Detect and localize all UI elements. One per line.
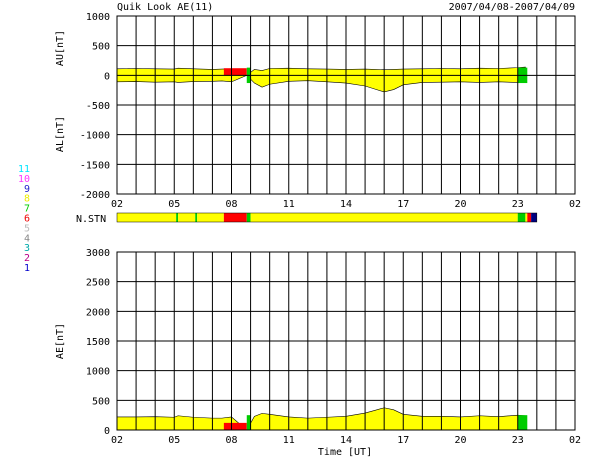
ae-frame: [116, 251, 576, 431]
au-al-ytick-label: -2000: [80, 190, 110, 201]
legend-number-1: 1: [24, 263, 30, 274]
station-segment: [117, 213, 177, 222]
al-ylabel: AL[nT]: [55, 116, 66, 152]
chart-title: Quik Look AE(11): [117, 2, 213, 13]
ae-xtick-label: 11: [283, 435, 295, 446]
au-al-area: [116, 66, 526, 93]
station-segment: [176, 213, 179, 222]
au-al-xtick-label: 02: [569, 199, 581, 210]
legend-number-5: 5: [24, 223, 30, 234]
ae-xtick-label: 02: [111, 435, 123, 446]
ae-xtick-label: 14: [340, 435, 352, 446]
au-ylabel: AU[nT]: [55, 30, 66, 66]
au-al-xtick-label: 14: [340, 199, 352, 210]
ae-xtick-label: 05: [168, 435, 180, 446]
legend-number-10: 10: [18, 174, 30, 185]
station-segment: [246, 213, 251, 222]
au-al-frame: [116, 15, 576, 195]
legend-number-2: 2: [24, 253, 30, 264]
au-al-ytick-label: 1000: [86, 12, 110, 23]
legend-number-4: 4: [24, 233, 30, 244]
au-al-ytick-label: -1500: [80, 160, 110, 171]
au-al-xtick-label: 08: [225, 199, 237, 210]
au-al-xtick-label: 17: [397, 199, 409, 210]
au-al-panel: AU[nT] AL[nT] 1000 500 0 -500 -1000 -1500 -200…: [55, 12, 581, 210]
ae-xtick-label: 20: [454, 435, 466, 446]
legend-number-9: 9: [24, 184, 30, 195]
ae-ytick-label: 500: [92, 396, 110, 407]
ae-xtick-label: 08: [225, 435, 237, 446]
au-al-red-gap: [223, 68, 247, 76]
station-segment: [223, 213, 247, 222]
station-segment: [517, 213, 526, 222]
ae-ytick-label: 2500: [86, 278, 110, 289]
station-segment: [531, 213, 537, 222]
au-al-ytick-label: -500: [86, 101, 110, 112]
ae-xtick-label: 23: [512, 435, 524, 446]
ae-xtick-label: 17: [397, 435, 409, 446]
legend-number-8: 8: [24, 194, 30, 205]
station-segment: [525, 213, 528, 222]
ae-ytick-label: 3000: [86, 248, 110, 259]
ae-ytick-label: 0: [104, 426, 110, 437]
ae-ytick-label: 1500: [86, 337, 110, 348]
ae-area: [116, 407, 526, 431]
au-al-ytick-label: -1000: [80, 131, 110, 142]
ae-green-gap: [246, 415, 251, 430]
legend-number-7: 7: [24, 204, 30, 215]
legend-number-6: 6: [24, 214, 30, 225]
au-al-ytick-label: 500: [92, 42, 110, 53]
ae-panel: AE[nT] Time [UT] 3000 2500 2000 1500 1000 500…: [55, 248, 581, 458]
au-al-xtick-label: 20: [454, 199, 466, 210]
ae-green-gap: [517, 415, 528, 430]
ae-xtick-label: 02: [569, 435, 581, 446]
au-al-xtick-label: 11: [283, 199, 295, 210]
ae-ylabel: AE[nT]: [55, 323, 66, 359]
au-al-xtick-label: 23: [512, 199, 524, 210]
au-al-xtick-label: 02: [111, 199, 123, 210]
au-al-xtick-label: 05: [168, 199, 180, 210]
date-range: 2007/04/08-2007/04/09: [449, 2, 575, 13]
x-axis-label: Time [UT]: [318, 447, 372, 458]
station-segment: [527, 213, 532, 222]
ae-red-gap: [223, 422, 247, 430]
station-segment: [197, 213, 224, 222]
station-segment: [178, 213, 196, 222]
ae-ytick-label: 2000: [86, 307, 110, 318]
au-al-ytick-label: 0: [104, 71, 110, 82]
station-bar-label: N.STN: [76, 214, 106, 225]
station-segment: [195, 213, 198, 222]
station-bar-frame: [116, 212, 538, 223]
ae-ytick-label: 1000: [86, 367, 110, 378]
legend-number-11: 11: [18, 164, 30, 175]
legend-number-3: 3: [24, 243, 30, 254]
station-segment: [250, 213, 518, 222]
station-bar: N.STN: [76, 212, 538, 225]
